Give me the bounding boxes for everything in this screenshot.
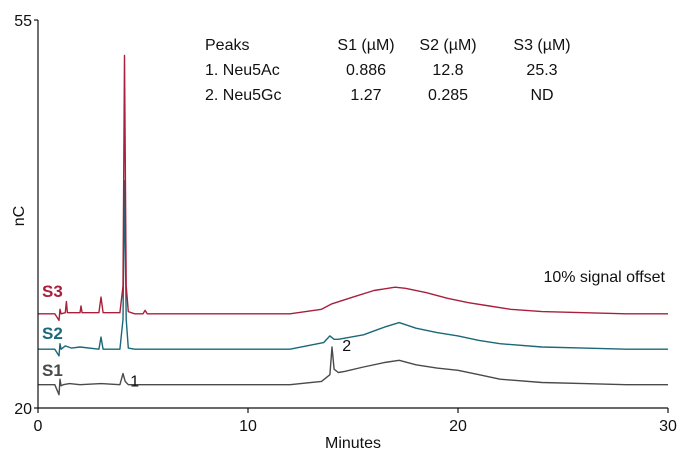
table-row-1-name: 1. Neu5Ac — [205, 62, 280, 79]
x-tick-label: 10 — [239, 418, 257, 435]
table-row-1-s2: 12.8 — [432, 62, 463, 79]
y-tick-label: 20 — [14, 401, 32, 418]
axes — [37, 20, 668, 409]
table-header-peaks: Peaks — [205, 37, 249, 54]
series-line-s1 — [38, 346, 668, 396]
series-label-s3: S3 — [42, 282, 63, 301]
y-axis-title: nC — [11, 206, 28, 226]
table-header-s3: S3 (µM) — [513, 37, 570, 54]
signal-offset-annotation: 10% signal offset — [543, 269, 665, 286]
series-label-s2: S2 — [42, 324, 63, 343]
table-header-s2: S2 (µM) — [419, 37, 476, 54]
series-line-s3 — [38, 54, 668, 322]
plot-area: S1 S2 S3 1 2 — [38, 54, 668, 396]
table-row-1-s1: 0.886 — [346, 62, 386, 79]
table-row-2-s2: 0.285 — [428, 87, 468, 104]
x-tick-label: 0 — [34, 418, 43, 435]
peaks-table: Peaks S1 (µM) S2 (µM) S3 (µM) 1. Neu5Ac … — [205, 37, 571, 104]
peak-label: 1 — [130, 373, 139, 390]
x-tick-label: 30 — [659, 418, 677, 435]
table-row-2-s3: ND — [530, 87, 553, 104]
x-tick-label: 20 — [449, 418, 467, 435]
x-ticks: 0 10 20 30 — [34, 408, 677, 435]
table-header-s1: S1 (µM) — [337, 37, 394, 54]
table-row-2-s1: 1.27 — [350, 87, 381, 104]
table-row-1-s3: 25.3 — [526, 62, 557, 79]
y-tick-label: 55 — [14, 13, 32, 30]
table-row-2-name: 2. Neu5Gc — [205, 87, 281, 104]
series-line-s2 — [38, 179, 668, 357]
series-label-s1: S1 — [42, 361, 63, 380]
peak-label: 2 — [342, 338, 351, 355]
x-axis-title: Minutes — [325, 435, 381, 452]
